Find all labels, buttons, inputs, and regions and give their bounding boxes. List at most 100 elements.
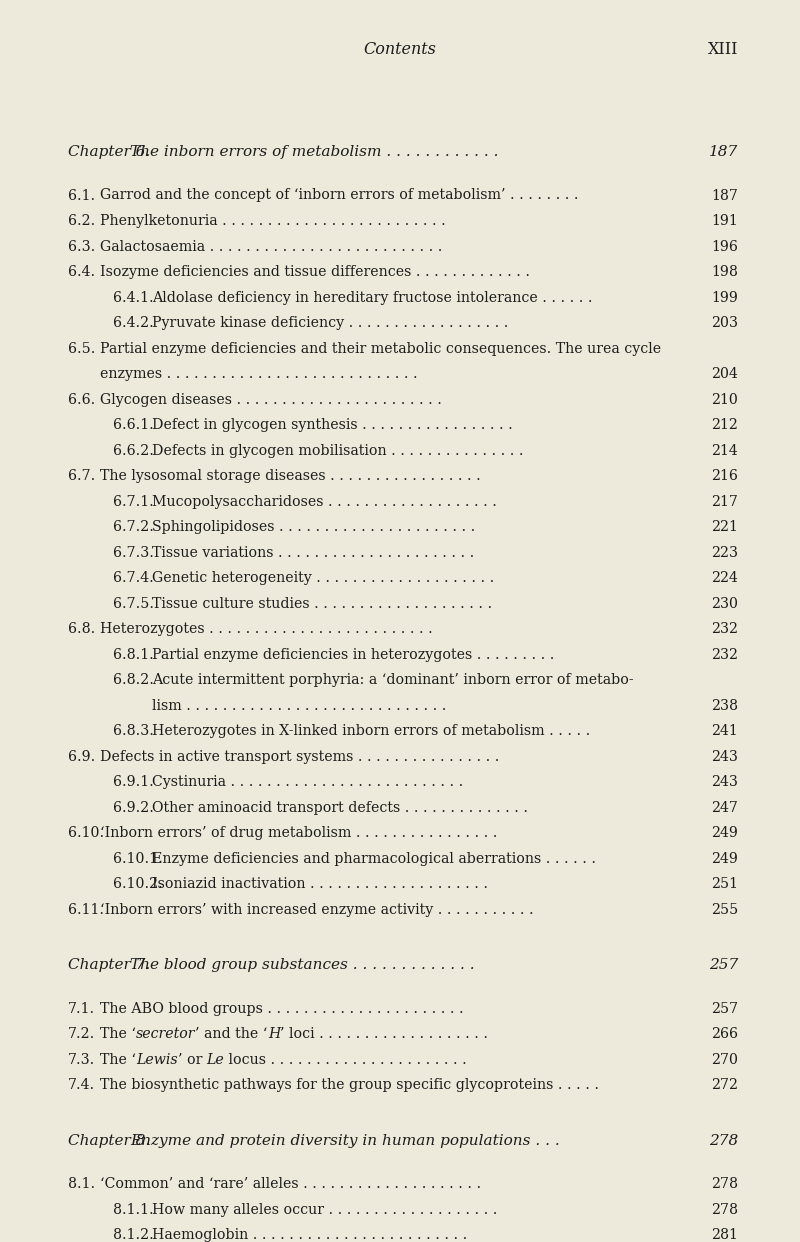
Text: ’ loci . . . . . . . . . . . . . . . . . . .: ’ loci . . . . . . . . . . . . . . . . .…	[280, 1027, 488, 1041]
Text: 6.4.2.: 6.4.2.	[113, 315, 154, 330]
Text: The ABO blood groups . . . . . . . . . . . . . . . . . . . . . .: The ABO blood groups . . . . . . . . . .…	[100, 1001, 464, 1016]
Text: 203: 203	[711, 315, 738, 330]
Text: 224: 224	[711, 571, 738, 585]
Text: Tissue culture studies . . . . . . . . . . . . . . . . . . . .: Tissue culture studies . . . . . . . . .…	[152, 596, 492, 611]
Text: 6.10.: 6.10.	[68, 826, 104, 840]
Text: 278: 278	[711, 1202, 738, 1216]
Text: 221: 221	[711, 520, 738, 534]
Text: XIII: XIII	[707, 41, 738, 58]
Text: 7.2.: 7.2.	[68, 1027, 95, 1041]
Text: 249: 249	[711, 826, 738, 840]
Text: 241: 241	[711, 724, 738, 738]
Text: 6.10.1.: 6.10.1.	[113, 852, 162, 866]
Text: Defects in glycogen mobilisation . . . . . . . . . . . . . . .: Defects in glycogen mobilisation . . . .…	[152, 443, 523, 457]
Text: lism . . . . . . . . . . . . . . . . . . . . . . . . . . . . .: lism . . . . . . . . . . . . . . . . . .…	[152, 698, 446, 713]
Text: The lysosomal storage diseases . . . . . . . . . . . . . . . . .: The lysosomal storage diseases . . . . .…	[100, 469, 481, 483]
Text: Other aminoacid transport defects . . . . . . . . . . . . . .: Other aminoacid transport defects . . . …	[152, 801, 528, 815]
Text: 6.8.2.: 6.8.2.	[113, 673, 154, 687]
Text: 217: 217	[711, 494, 738, 508]
Text: 6.7.: 6.7.	[68, 469, 95, 483]
Text: Tissue variations . . . . . . . . . . . . . . . . . . . . . .: Tissue variations . . . . . . . . . . . …	[152, 545, 474, 559]
Text: Heterozygotes in X-linked inborn errors of metabolism . . . . .: Heterozygotes in X-linked inborn errors …	[152, 724, 590, 738]
Text: 8.1.2.: 8.1.2.	[113, 1228, 154, 1242]
Text: Lewis: Lewis	[136, 1052, 178, 1067]
Text: The biosynthetic pathways for the group specific glycoproteins . . . . .: The biosynthetic pathways for the group …	[100, 1078, 599, 1092]
Text: 251: 251	[711, 877, 738, 891]
Text: Chapter 7.: Chapter 7.	[68, 958, 150, 972]
Text: ’ or: ’ or	[178, 1052, 206, 1067]
Text: The ‘: The ‘	[100, 1027, 136, 1041]
Text: 266: 266	[711, 1027, 738, 1041]
Text: 8.1.: 8.1.	[68, 1177, 95, 1191]
Text: ‘Common’ and ‘rare’ alleles . . . . . . . . . . . . . . . . . . . .: ‘Common’ and ‘rare’ alleles . . . . . . …	[100, 1177, 481, 1191]
Text: 6.4.1.: 6.4.1.	[113, 291, 154, 304]
Text: 198: 198	[711, 265, 738, 279]
Text: Cystinuria . . . . . . . . . . . . . . . . . . . . . . . . . .: Cystinuria . . . . . . . . . . . . . . .…	[152, 775, 463, 789]
Text: secretor: secretor	[136, 1027, 195, 1041]
Text: 257: 257	[709, 958, 738, 972]
Text: 6.6.: 6.6.	[68, 392, 95, 406]
Text: enzymes . . . . . . . . . . . . . . . . . . . . . . . . . . . .: enzymes . . . . . . . . . . . . . . . . …	[100, 366, 418, 381]
Text: 243: 243	[711, 749, 738, 764]
Text: Chapter 8.: Chapter 8.	[68, 1134, 150, 1148]
Text: 6.8.1.: 6.8.1.	[113, 647, 154, 662]
Text: Enzyme deficiencies and pharmacological aberrations . . . . . .: Enzyme deficiencies and pharmacological …	[152, 852, 596, 866]
Text: Defect in glycogen synthesis . . . . . . . . . . . . . . . . .: Defect in glycogen synthesis . . . . . .…	[152, 419, 513, 432]
Text: 6.9.: 6.9.	[68, 749, 95, 764]
Text: 199: 199	[711, 291, 738, 304]
Text: Aldolase deficiency in hereditary fructose intolerance . . . . . .: Aldolase deficiency in hereditary fructo…	[152, 291, 593, 304]
Text: 243: 243	[711, 775, 738, 789]
Text: 6.5.: 6.5.	[68, 342, 95, 355]
Text: 257: 257	[711, 1001, 738, 1016]
Text: Isozyme deficiencies and tissue differences . . . . . . . . . . . . .: Isozyme deficiencies and tissue differen…	[100, 265, 530, 279]
Text: Galactosaemia . . . . . . . . . . . . . . . . . . . . . . . . . .: Galactosaemia . . . . . . . . . . . . . …	[100, 240, 442, 253]
Text: 214: 214	[711, 443, 738, 457]
Text: Partial enzyme deficiencies in heterozygotes . . . . . . . . .: Partial enzyme deficiencies in heterozyg…	[152, 647, 554, 662]
Text: 6.7.1.: 6.7.1.	[113, 494, 154, 508]
Text: Pyruvate kinase deficiency . . . . . . . . . . . . . . . . . .: Pyruvate kinase deficiency . . . . . . .…	[152, 315, 508, 330]
Text: Phenylketonuria . . . . . . . . . . . . . . . . . . . . . . . . .: Phenylketonuria . . . . . . . . . . . . …	[100, 214, 446, 229]
Text: 6.7.2.: 6.7.2.	[113, 520, 154, 534]
Text: 232: 232	[711, 647, 738, 662]
Text: Chapter 6.: Chapter 6.	[68, 145, 150, 159]
Text: 204: 204	[711, 366, 738, 381]
Text: 6.6.2.: 6.6.2.	[113, 443, 154, 457]
Text: 6.7.4.: 6.7.4.	[113, 571, 154, 585]
Text: Haemoglobin . . . . . . . . . . . . . . . . . . . . . . . .: Haemoglobin . . . . . . . . . . . . . . …	[152, 1228, 467, 1242]
Text: 232: 232	[711, 622, 738, 636]
Text: Enzyme and protein diversity in human populations . . .: Enzyme and protein diversity in human po…	[130, 1134, 560, 1148]
Text: 6.7.5.: 6.7.5.	[113, 596, 154, 611]
Text: locus . . . . . . . . . . . . . . . . . . . . . .: locus . . . . . . . . . . . . . . . . . …	[224, 1052, 467, 1067]
Text: 278: 278	[709, 1134, 738, 1148]
Text: 6.8.3.: 6.8.3.	[113, 724, 154, 738]
Text: 196: 196	[711, 240, 738, 253]
Text: Garrod and the concept of ‘inborn errors of metabolism’ . . . . . . . .: Garrod and the concept of ‘inborn errors…	[100, 189, 578, 202]
Text: Glycogen diseases . . . . . . . . . . . . . . . . . . . . . . .: Glycogen diseases . . . . . . . . . . . …	[100, 392, 442, 406]
Text: 6.8.: 6.8.	[68, 622, 95, 636]
Text: 6.10.2.: 6.10.2.	[113, 877, 162, 891]
Text: Le: Le	[206, 1052, 224, 1067]
Text: 238: 238	[711, 698, 738, 713]
Text: 6.1.: 6.1.	[68, 189, 95, 202]
Text: Partial enzyme deficiencies and their metabolic consequences. The urea cycle: Partial enzyme deficiencies and their me…	[100, 342, 661, 355]
Text: The blood group substances . . . . . . . . . . . . .: The blood group substances . . . . . . .…	[130, 958, 474, 972]
Text: The inborn errors of metabolism . . . . . . . . . . . .: The inborn errors of metabolism . . . . …	[130, 145, 498, 159]
Text: 278: 278	[711, 1177, 738, 1191]
Text: Sphingolipidoses . . . . . . . . . . . . . . . . . . . . . .: Sphingolipidoses . . . . . . . . . . . .…	[152, 520, 475, 534]
Text: 212: 212	[711, 419, 738, 432]
Text: 223: 223	[711, 545, 738, 559]
Text: 6.9.2.: 6.9.2.	[113, 801, 154, 815]
Text: 255: 255	[710, 903, 738, 917]
Text: 249: 249	[711, 852, 738, 866]
Text: 7.4.: 7.4.	[68, 1078, 95, 1092]
Text: 7.1.: 7.1.	[68, 1001, 95, 1016]
Text: Acute intermittent porphyria: a ‘dominant’ inborn error of metabo-: Acute intermittent porphyria: a ‘dominan…	[152, 673, 634, 687]
Text: Defects in active transport systems . . . . . . . . . . . . . . . .: Defects in active transport systems . . …	[100, 749, 499, 764]
Text: How many alleles occur . . . . . . . . . . . . . . . . . . .: How many alleles occur . . . . . . . . .…	[152, 1202, 498, 1216]
Text: 6.7.3.: 6.7.3.	[113, 545, 154, 559]
Text: 6.11.: 6.11.	[68, 903, 104, 917]
Text: Mucopolysaccharidoses . . . . . . . . . . . . . . . . . . .: Mucopolysaccharidoses . . . . . . . . . …	[152, 494, 497, 508]
Text: 6.6.1.: 6.6.1.	[113, 419, 154, 432]
Text: ’ and the ‘: ’ and the ‘	[195, 1027, 268, 1041]
Text: 230: 230	[711, 596, 738, 611]
